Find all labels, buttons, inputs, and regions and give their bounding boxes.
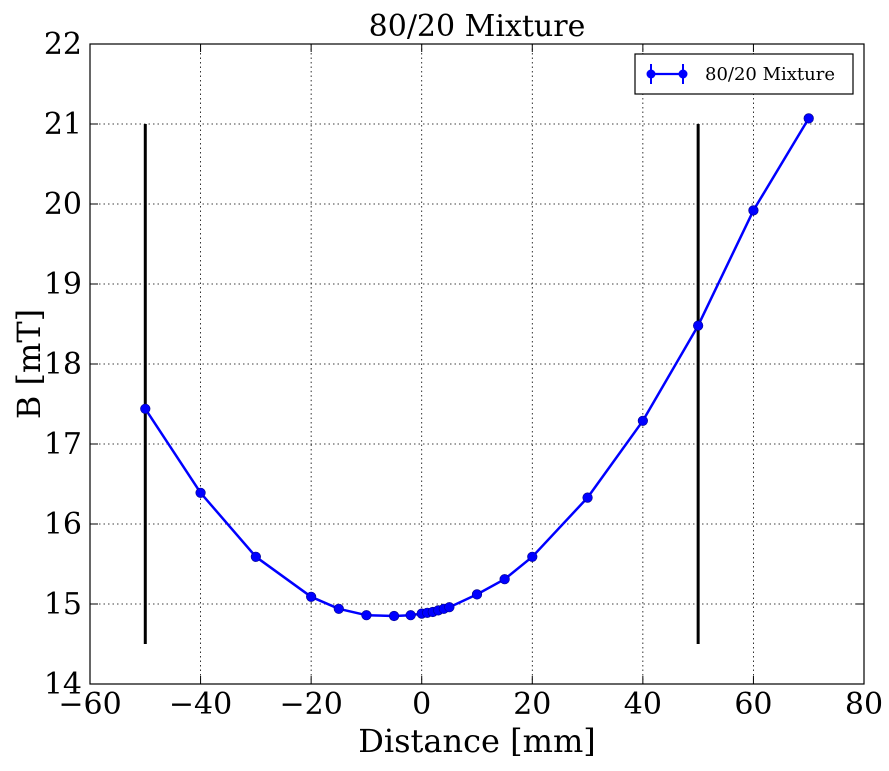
data-point [582,492,593,503]
series-layer [140,113,814,622]
data-point [527,551,538,562]
data-point [250,551,261,562]
y-tick-label: 18 [44,347,82,382]
x-tick-label: 0 [412,687,431,722]
y-tick-label: 19 [44,267,82,302]
x-tick-label: −20 [279,687,342,722]
x-tick-label: 20 [513,687,551,722]
x-axis-label: Distance [mm] [358,722,596,760]
data-point [499,574,510,585]
data-point [388,610,400,622]
grid [90,44,864,684]
data-point [306,591,317,602]
y-tick-label: 17 [44,427,82,462]
data-point [803,113,814,124]
legend-marker-left [646,69,656,79]
x-tick-label: 80 [845,687,883,722]
data-point [361,610,372,621]
y-tick-label: 20 [44,187,82,222]
vertical-lines [143,124,700,644]
legend-label: 80/20 Mixture [705,64,835,85]
data-point [637,415,648,426]
y-tick-label: 21 [44,107,82,142]
data-point [195,487,206,498]
chart-title: 80/20 Mixture [369,9,586,44]
data-point [748,205,759,216]
legend-marker-right [678,69,688,79]
x-tick-label: 40 [624,687,662,722]
data-point [471,589,483,600]
data-point [140,403,151,414]
y-tick-label: 22 [44,27,82,62]
x-tick-label: −40 [169,687,232,722]
data-point [405,610,416,621]
x-tick-label: 60 [734,687,772,722]
data-point [693,320,704,331]
ticks: −60 −40 −20 0 20 40 60 80 14 15 16 17 18 19 20 21 22 [44,27,883,722]
y-tick-label: 14 [44,667,82,702]
y-axis-label: B [mT] [10,309,48,419]
y-tick-label: 16 [44,507,82,542]
legend: 80/20 Mixture [634,53,854,95]
x-tick-label: −60 [58,687,121,722]
y-tick-label: 15 [44,587,82,622]
data-point [444,602,455,613]
data-point [333,603,344,614]
